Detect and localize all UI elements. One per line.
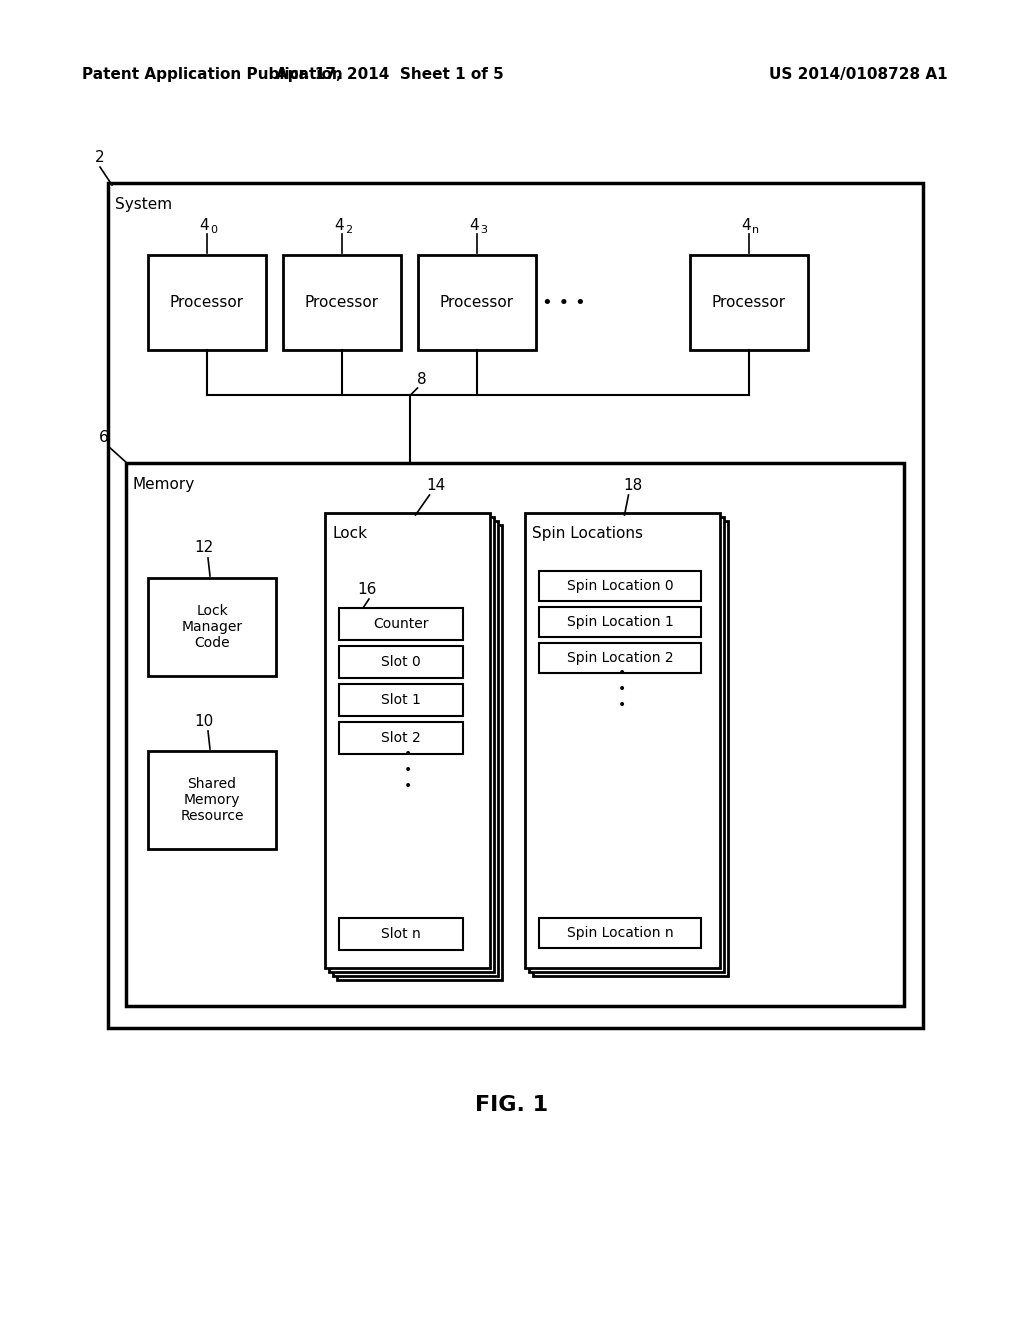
Text: 14: 14 bbox=[426, 478, 445, 492]
Bar bbox=[539, 917, 701, 948]
Bar bbox=[108, 183, 923, 1028]
Bar bbox=[333, 521, 498, 975]
Text: US 2014/0108728 A1: US 2014/0108728 A1 bbox=[769, 67, 947, 82]
Bar bbox=[126, 463, 904, 1006]
Text: FIG. 1: FIG. 1 bbox=[475, 1096, 549, 1115]
Bar bbox=[339, 609, 463, 640]
Bar bbox=[418, 255, 536, 350]
Text: 2: 2 bbox=[95, 149, 104, 165]
Text: n: n bbox=[753, 224, 760, 235]
Text: •
•
•: • • • bbox=[403, 747, 412, 793]
Bar bbox=[148, 578, 276, 676]
Text: Processor: Processor bbox=[440, 294, 514, 310]
Text: 4: 4 bbox=[469, 218, 479, 232]
Bar bbox=[148, 255, 266, 350]
Text: 3: 3 bbox=[480, 224, 487, 235]
Text: 4: 4 bbox=[334, 218, 344, 232]
Text: 16: 16 bbox=[357, 582, 377, 597]
Text: Lock
Manager
Code: Lock Manager Code bbox=[181, 603, 243, 651]
Text: Slot 0: Slot 0 bbox=[381, 655, 421, 669]
Text: Apr. 17, 2014  Sheet 1 of 5: Apr. 17, 2014 Sheet 1 of 5 bbox=[276, 67, 504, 82]
Text: 10: 10 bbox=[195, 714, 214, 729]
Text: Lock: Lock bbox=[332, 525, 367, 541]
Text: System: System bbox=[115, 197, 172, 213]
Text: Processor: Processor bbox=[305, 294, 379, 310]
Bar bbox=[529, 517, 724, 972]
Text: 6: 6 bbox=[99, 429, 109, 445]
Bar bbox=[339, 684, 463, 715]
Text: 4: 4 bbox=[200, 218, 209, 232]
Bar bbox=[690, 255, 808, 350]
Text: • • •: • • • bbox=[542, 293, 586, 312]
Bar bbox=[534, 521, 728, 975]
Text: Shared
Memory
Resource: Shared Memory Resource bbox=[180, 776, 244, 824]
Text: Memory: Memory bbox=[133, 477, 196, 492]
Text: Slot 1: Slot 1 bbox=[381, 693, 421, 708]
Text: 18: 18 bbox=[623, 478, 642, 492]
Text: Slot 2: Slot 2 bbox=[381, 731, 421, 744]
Text: Spin Location 1: Spin Location 1 bbox=[566, 615, 674, 630]
Text: Counter: Counter bbox=[374, 616, 429, 631]
Bar bbox=[148, 751, 276, 849]
Bar bbox=[539, 643, 701, 673]
Text: Spin Location 2: Spin Location 2 bbox=[566, 651, 674, 665]
Text: Spin Location n: Spin Location n bbox=[566, 927, 674, 940]
Bar bbox=[339, 722, 463, 754]
Bar bbox=[329, 517, 494, 972]
Bar bbox=[539, 607, 701, 638]
Bar bbox=[337, 525, 502, 979]
Bar bbox=[339, 645, 463, 678]
Text: Spin Location 0: Spin Location 0 bbox=[566, 579, 674, 593]
Text: Spin Locations: Spin Locations bbox=[532, 525, 643, 541]
Text: Patent Application Publication: Patent Application Publication bbox=[82, 67, 343, 82]
Text: 12: 12 bbox=[195, 540, 214, 556]
Bar bbox=[339, 917, 463, 950]
Bar bbox=[325, 513, 490, 968]
Bar bbox=[539, 572, 701, 601]
Bar bbox=[525, 513, 720, 968]
Text: •
•
•: • • • bbox=[618, 665, 627, 713]
Text: Processor: Processor bbox=[712, 294, 786, 310]
Text: 2: 2 bbox=[345, 224, 352, 235]
Text: Processor: Processor bbox=[170, 294, 244, 310]
Text: 8: 8 bbox=[417, 371, 426, 387]
Text: 4: 4 bbox=[741, 218, 751, 232]
Text: 0: 0 bbox=[211, 224, 217, 235]
Bar bbox=[283, 255, 401, 350]
Text: Slot n: Slot n bbox=[381, 927, 421, 941]
